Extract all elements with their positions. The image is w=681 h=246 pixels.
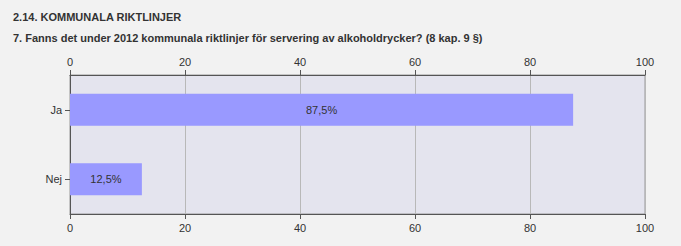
svg-text:Ja: Ja (50, 104, 63, 116)
svg-text:80: 80 (524, 56, 536, 68)
svg-text:12,5%: 12,5% (90, 173, 121, 185)
svg-text:0: 0 (67, 56, 73, 68)
svg-text:80: 80 (524, 222, 536, 234)
svg-text:40: 40 (294, 56, 306, 68)
svg-text:Nej: Nej (45, 173, 62, 185)
svg-text:40: 40 (294, 222, 306, 234)
svg-text:2.14. KOMMUNALA RIKTLINJER: 2.14. KOMMUNALA RIKTLINJER (13, 11, 181, 23)
svg-text:7. Fanns det under 2012 kommun: 7. Fanns det under 2012 kommunala riktli… (13, 32, 483, 44)
svg-text:20: 20 (179, 222, 191, 234)
svg-text:20: 20 (179, 56, 191, 68)
svg-text:60: 60 (409, 56, 421, 68)
svg-text:60: 60 (409, 222, 421, 234)
svg-text:100: 100 (636, 222, 654, 234)
svg-text:100: 100 (636, 56, 654, 68)
svg-text:87,5%: 87,5% (306, 104, 337, 116)
svg-text:0: 0 (67, 222, 73, 234)
